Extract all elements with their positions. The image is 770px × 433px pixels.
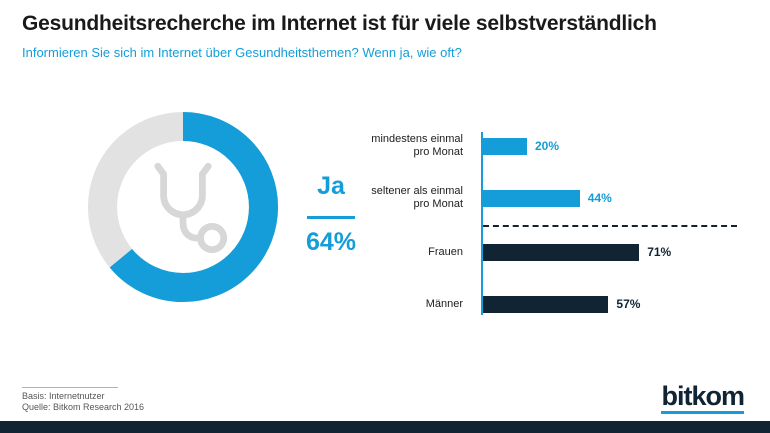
bar-chart: mindestens einmal pro Monat 20% seltener a… [357,128,757,338]
bar-value: 44% [587,191,612,205]
bar [483,295,609,313]
group-divider [483,225,737,227]
bar [483,243,640,261]
bar-chart-axis [481,132,483,315]
bar-value: 20% [535,139,560,153]
bitkom-logo-underline [661,411,744,414]
donut-svg [87,111,279,303]
source-basis: Basis: Internetnutzer [22,391,105,401]
bottom-bar [0,421,770,433]
donut-value: 64% [305,228,357,256]
donut-callout: Ja 64% [296,172,366,257]
bar-row: seltener als einmal pro Monat 44% [357,180,757,216]
bitkom-logo-text: bitkom [661,381,745,411]
donut-callout-rule [307,216,355,219]
page-title: Gesundheitsrecherche im Internet ist für… [22,12,657,35]
bar-label: Frauen [428,245,463,258]
bitkom-logo: bitkom [661,381,745,414]
bar-row: Männer 57% [357,286,757,322]
bar [483,137,527,155]
bar-label: seltener als einmal pro Monat [371,185,463,210]
source-note: Basis: Internetnutzer Quelle: Bitkom Res… [22,391,144,413]
bar [483,189,580,207]
donut-label: Ja [317,172,345,200]
bar-label: Männer [425,297,463,310]
footer-rule [22,387,118,388]
donut-chart [86,110,280,304]
bar-value: 57% [616,297,641,311]
page-subtitle: Informieren Sie sich im Internet über Ge… [22,45,462,60]
bar-row: mindestens einmal pro Monat 20% [357,128,757,164]
bar-rows: mindestens einmal pro Monat 20% seltener a… [357,128,757,322]
source-quelle: Quelle: Bitkom Research 2016 [22,402,145,412]
bar-label: mindestens einmal pro Monat [371,133,463,158]
stethoscope-icon [154,162,228,254]
donut-arc [87,111,279,303]
bar-row: Frauen 71% [357,234,757,270]
bar-value: 71% [647,245,672,259]
